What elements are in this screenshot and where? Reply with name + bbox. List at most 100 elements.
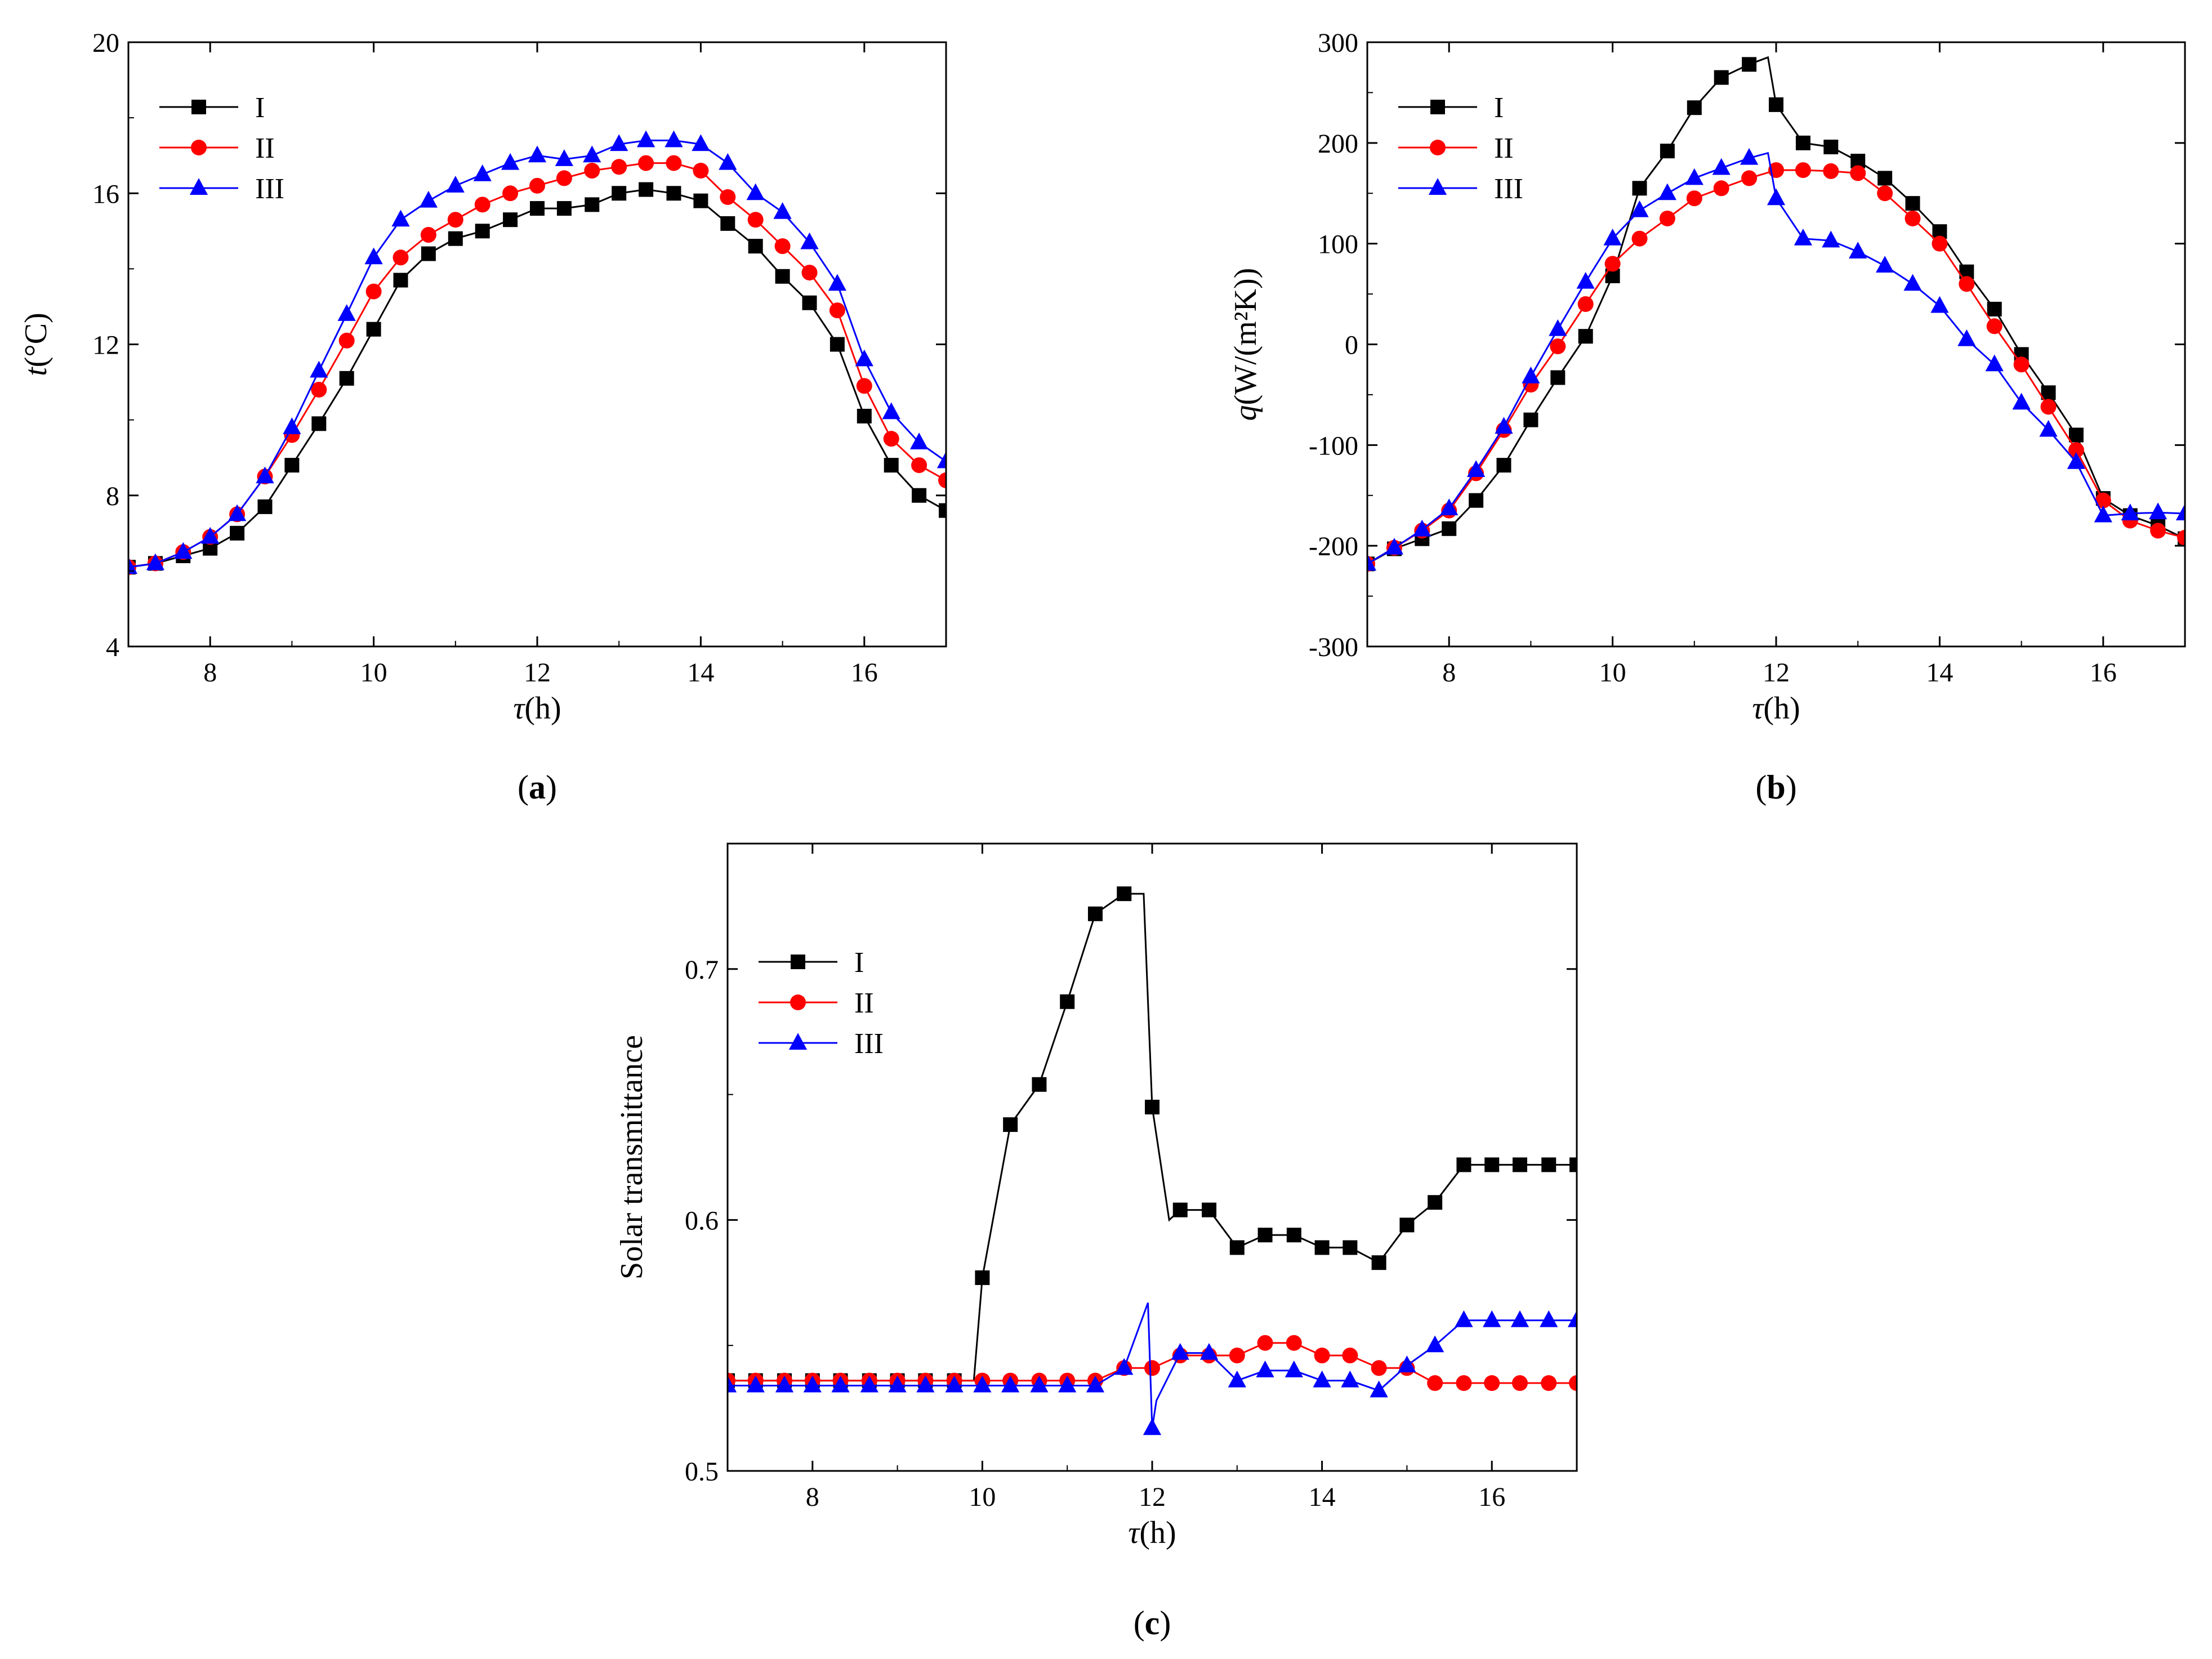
data-point-I xyxy=(939,503,946,518)
data-point-II xyxy=(666,155,682,171)
x-tick-label: 8 xyxy=(1442,658,1456,688)
data-point-II xyxy=(1631,230,1648,247)
legend-marker-III xyxy=(1428,178,1447,195)
data-point-II xyxy=(1850,165,1866,181)
data-point-II xyxy=(1144,1360,1160,1376)
data-point-III xyxy=(1567,1310,1577,1327)
panel-caption: (c) xyxy=(1134,1604,1171,1642)
data-point-II xyxy=(502,185,519,202)
data-point-III xyxy=(1930,296,1949,313)
series-III xyxy=(1367,148,2185,571)
data-point-III xyxy=(583,145,601,163)
data-point-I xyxy=(1257,1228,1273,1243)
data-point-I xyxy=(1202,1202,1217,1218)
legend-marker-I xyxy=(1430,100,1445,114)
data-point-III xyxy=(636,130,655,148)
data-point-III xyxy=(1522,366,1540,383)
data-point-III xyxy=(746,183,765,200)
data-point-III xyxy=(1341,1370,1359,1388)
data-point-II xyxy=(1932,235,1948,252)
data-point-I xyxy=(1229,1240,1245,1255)
data-point-II xyxy=(1577,296,1594,312)
data-point-III xyxy=(1794,228,1813,246)
x-tick-label: 14 xyxy=(687,658,714,688)
data-point-I xyxy=(585,197,600,212)
x-tick-label: 14 xyxy=(1309,1482,1336,1512)
data-point-III xyxy=(1385,538,1404,555)
data-point-III xyxy=(1712,158,1731,175)
data-point-I xyxy=(1905,196,1920,211)
data-point-III xyxy=(855,349,873,367)
data-point-III xyxy=(419,190,438,208)
data-point-III xyxy=(1603,228,1622,246)
series-III xyxy=(128,130,946,574)
legend-label-II: II xyxy=(255,132,275,164)
data-point-III xyxy=(2175,503,2185,520)
panel-caption: (a) xyxy=(518,769,557,806)
panel-caption-letter: b xyxy=(1767,769,1785,806)
y-tick-label: 300 xyxy=(1318,28,1358,58)
data-point-III xyxy=(800,232,819,249)
data-point-I xyxy=(693,193,708,208)
x-tick-label: 12 xyxy=(1763,658,1790,688)
data-point-II xyxy=(1877,185,1893,202)
data-point-I xyxy=(1469,493,1484,508)
data-point-I xyxy=(1632,181,1647,196)
data-point-II xyxy=(747,212,764,228)
x-tick-label: 10 xyxy=(360,658,387,688)
data-point-III xyxy=(1086,1375,1105,1393)
data-point-I xyxy=(1496,458,1511,473)
data-point-II xyxy=(1314,1348,1330,1364)
data-point-I xyxy=(639,182,654,197)
data-point-III xyxy=(1426,1335,1444,1353)
data-point-III xyxy=(1171,1343,1189,1360)
data-point-III xyxy=(1767,188,1786,206)
data-point-III xyxy=(1495,417,1513,434)
data-point-I xyxy=(1442,521,1457,536)
data-point-III xyxy=(692,134,710,151)
data-point-III xyxy=(1483,1310,1501,1327)
data-point-I xyxy=(1569,1157,1577,1172)
data-point-III xyxy=(1370,1380,1388,1398)
data-point-III xyxy=(803,1375,822,1393)
data-point-I xyxy=(975,1270,990,1285)
data-point-III xyxy=(888,1375,907,1393)
data-point-II xyxy=(447,212,463,228)
data-point-III xyxy=(201,527,220,544)
data-point-III xyxy=(719,153,737,170)
data-point-I xyxy=(393,273,408,288)
data-point-III xyxy=(1440,498,1459,516)
data-point-II xyxy=(2040,399,2057,415)
y-tick-label: 0.6 xyxy=(685,1206,719,1236)
data-point-II xyxy=(720,189,736,205)
data-point-I xyxy=(1456,1157,1471,1172)
y-axis-unit: (W/(m²K)) xyxy=(1228,268,1263,405)
data-point-II xyxy=(365,283,382,300)
data-point-II xyxy=(856,378,872,394)
data-point-II xyxy=(311,381,327,398)
y-tick-label: -200 xyxy=(1309,532,1358,561)
data-point-II xyxy=(1427,1375,1443,1392)
y-tick-label: 0 xyxy=(1345,331,1358,360)
data-point-III xyxy=(1398,1355,1416,1372)
data-point-II xyxy=(2095,492,2111,509)
data-point-I xyxy=(612,186,627,201)
x-tick-label: 8 xyxy=(806,1482,819,1512)
data-point-III xyxy=(1058,1375,1077,1393)
data-point-I xyxy=(1032,1077,1047,1092)
series-III xyxy=(728,1302,1577,1435)
data-point-III xyxy=(665,130,683,148)
data-point-I xyxy=(802,295,817,310)
data-point-I xyxy=(230,525,245,541)
data-point-III xyxy=(2121,503,2139,520)
data-point-II xyxy=(420,227,436,243)
data-point-II xyxy=(2013,356,2030,373)
data-point-I xyxy=(666,186,681,201)
data-point-I xyxy=(1541,1157,1557,1172)
data-point-II xyxy=(611,159,627,175)
data-point-II xyxy=(1569,1375,1577,1392)
legend-label-I: I xyxy=(854,947,864,979)
data-point-III xyxy=(2067,452,2086,469)
